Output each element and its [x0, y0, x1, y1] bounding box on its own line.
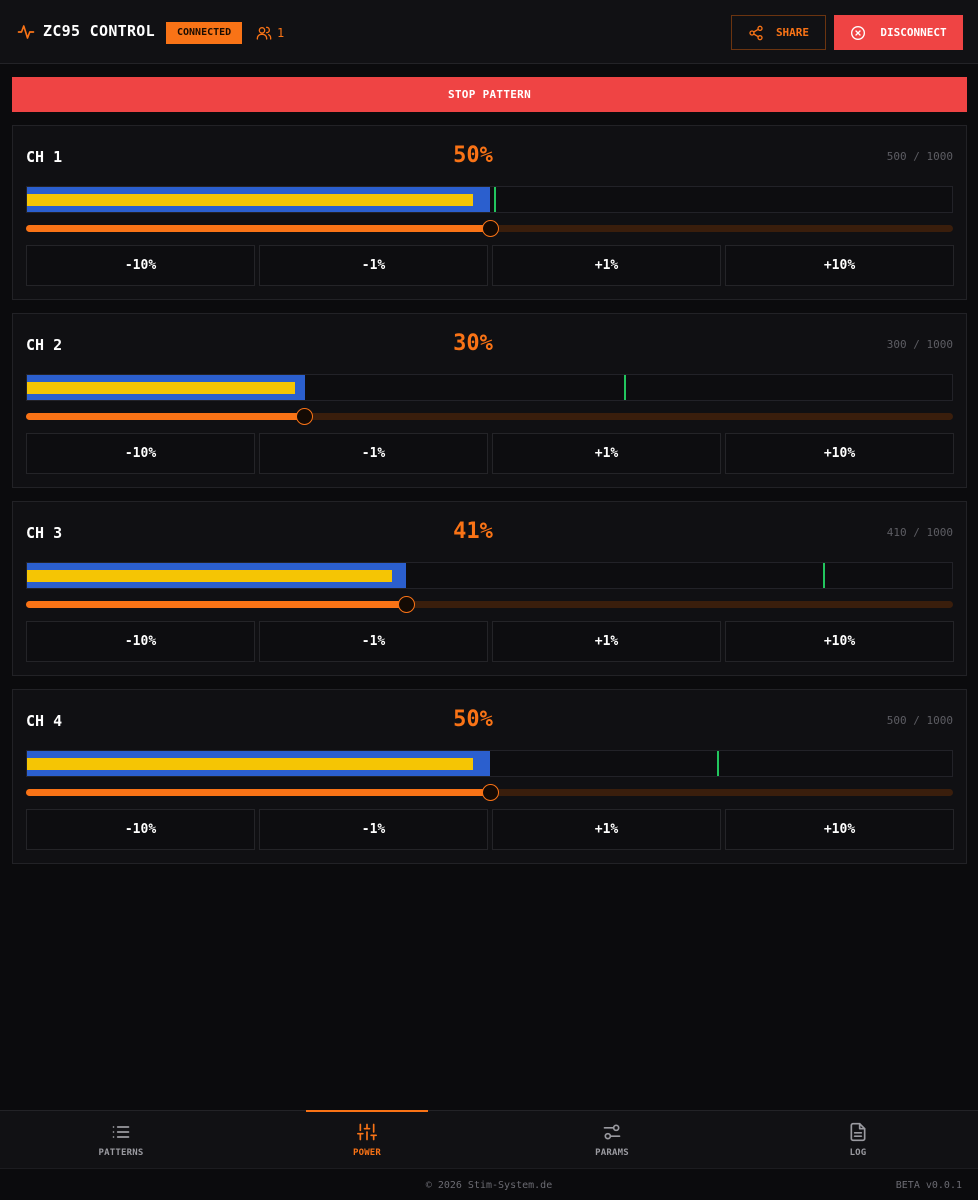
power-slider-thumb[interactable] — [482, 784, 499, 801]
channel-card: CH 2 30% 300 / 1000 -10% -1% +1% +10% — [12, 313, 967, 488]
tab-log[interactable]: LOG — [797, 1111, 919, 1169]
increase-10-button[interactable]: +10% — [725, 433, 954, 474]
share-button[interactable]: SHARE — [731, 15, 826, 50]
share-icon — [749, 25, 763, 40]
channel-card: CH 4 50% 500 / 1000 -10% -1% +1% +10% — [12, 689, 967, 864]
power-slider-thumb[interactable] — [296, 408, 313, 425]
channel-percent: 50% — [453, 707, 493, 732]
tab-power-label: POWER — [352, 1148, 382, 1158]
output-level-inner — [27, 382, 295, 394]
output-level-inner — [27, 758, 473, 770]
limit-marker — [717, 751, 719, 776]
increase-10-button[interactable]: +10% — [725, 245, 954, 286]
step-buttons: -10% -1% +1% +10% — [26, 245, 954, 286]
decrease-10-button[interactable]: -10% — [26, 433, 255, 474]
increase-10-button[interactable]: +10% — [725, 621, 954, 662]
power-slider[interactable] — [26, 408, 953, 425]
footer: © 2026 Stim-System.de BETA v0.0.1 — [0, 1168, 978, 1200]
power-slider-thumb[interactable] — [398, 596, 415, 613]
channel-name: CH 1 — [26, 148, 63, 166]
output-level-bar — [26, 562, 953, 589]
close-circle-icon — [851, 25, 866, 40]
output-level-bar — [26, 374, 953, 401]
tab-power[interactable]: POWER — [306, 1110, 428, 1168]
channel-percent: 30% — [453, 331, 493, 356]
sliders-horizontal-icon — [603, 1124, 621, 1140]
connected-users: 1 — [256, 24, 284, 42]
channel-name: CH 4 — [26, 712, 63, 730]
list-icon — [112, 1126, 130, 1138]
channel-percent: 41% — [453, 519, 493, 544]
power-slider-fill — [26, 225, 490, 232]
decrease-10-button[interactable]: -10% — [26, 245, 255, 286]
channel-raw-value: 500 / 1000 — [886, 714, 953, 727]
share-label: SHARE — [775, 26, 810, 39]
step-buttons: -10% -1% +1% +10% — [26, 621, 954, 662]
increase-1-button[interactable]: +1% — [492, 621, 721, 662]
decrease-1-button[interactable]: -1% — [259, 621, 488, 662]
channel-raw-value: 300 / 1000 — [886, 338, 953, 351]
decrease-1-button[interactable]: -1% — [259, 245, 488, 286]
version-text: BETA v0.0.1 — [895, 1180, 962, 1191]
limit-marker — [494, 187, 496, 212]
disconnect-button[interactable]: DISCONNECT — [834, 15, 963, 50]
output-level-inner — [27, 570, 392, 582]
tab-params[interactable]: PARAMS — [551, 1111, 673, 1169]
decrease-1-button[interactable]: -1% — [259, 809, 488, 850]
users-icon — [256, 26, 272, 40]
stop-pattern-button[interactable]: STOP PATTERN — [12, 77, 967, 112]
sliders-vertical-icon — [357, 1123, 377, 1141]
user-count: 1 — [277, 26, 285, 40]
decrease-10-button[interactable]: -10% — [26, 809, 255, 850]
output-level-inner — [27, 194, 473, 206]
tab-params-label: PARAMS — [595, 1148, 629, 1158]
document-icon — [850, 1122, 866, 1142]
channel-raw-value: 410 / 1000 — [886, 526, 953, 539]
disconnect-label: DISCONNECT — [880, 26, 947, 39]
app-title: ZC95 CONTROL — [43, 22, 155, 40]
decrease-10-button[interactable]: -10% — [26, 621, 255, 662]
output-level-bar — [26, 750, 953, 777]
channel-percent: 50% — [453, 143, 493, 168]
channel-raw-value: 500 / 1000 — [886, 150, 953, 163]
increase-1-button[interactable]: +1% — [492, 245, 721, 286]
limit-marker — [823, 563, 825, 588]
channel-card: CH 3 41% 410 / 1000 -10% -1% +1% +10% — [12, 501, 967, 676]
step-buttons: -10% -1% +1% +10% — [26, 809, 954, 850]
power-slider-fill — [26, 789, 490, 796]
output-level-bar — [26, 186, 953, 213]
channel-name: CH 3 — [26, 524, 63, 542]
tab-log-label: LOG — [849, 1148, 867, 1158]
increase-10-button[interactable]: +10% — [725, 809, 954, 850]
power-slider-fill — [26, 601, 406, 608]
copyright-text: © 2026 Stim-System.de — [425, 1180, 553, 1191]
step-buttons: -10% -1% +1% +10% — [26, 433, 954, 474]
channel-name: CH 2 — [26, 336, 63, 354]
power-slider[interactable] — [26, 784, 953, 801]
activity-pulse-icon — [17, 25, 35, 39]
power-slider-fill — [26, 413, 304, 420]
bottom-nav: PATTERNS POWER PARAMS LOG — [0, 1110, 978, 1168]
tab-patterns-label: PATTERNS — [98, 1148, 144, 1158]
increase-1-button[interactable]: +1% — [492, 433, 721, 474]
power-slider[interactable] — [26, 596, 953, 613]
power-slider[interactable] — [26, 220, 953, 237]
channel-card: CH 1 50% 500 / 1000 -10% -1% +1% +10% — [12, 125, 967, 300]
limit-marker — [624, 375, 626, 400]
power-slider-thumb[interactable] — [482, 220, 499, 237]
tab-patterns[interactable]: PATTERNS — [60, 1111, 182, 1169]
decrease-1-button[interactable]: -1% — [259, 433, 488, 474]
top-bar: ZC95 CONTROL CONNECTED 1 SHARE DISCONNEC… — [0, 0, 978, 64]
connection-status-badge: CONNECTED — [166, 22, 243, 44]
increase-1-button[interactable]: +1% — [492, 809, 721, 850]
